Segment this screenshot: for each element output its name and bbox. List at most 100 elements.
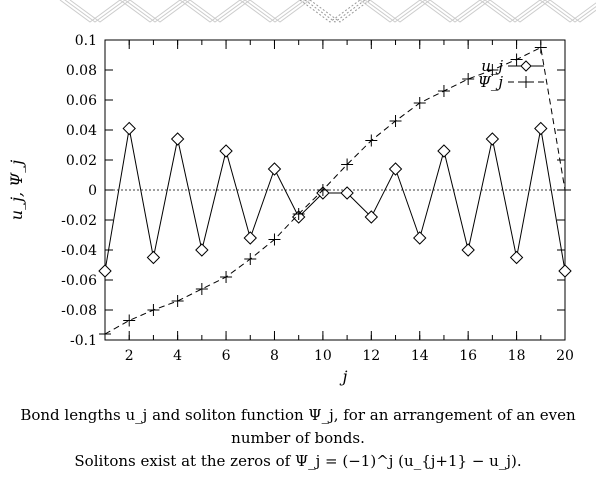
x-tick-label: 10 (314, 348, 332, 364)
data-point-diamond (267, 162, 282, 176)
header-zigzag-border (59, 0, 596, 23)
data-point-diamond (364, 210, 379, 224)
data-point-plus (292, 208, 305, 220)
x-tick-label: 16 (459, 348, 477, 364)
zigzag-stroke (424, 0, 486, 23)
y-tick-label: 0.1 (75, 33, 97, 49)
x-tick-label: 12 (362, 348, 380, 364)
zigzag-stroke (59, 0, 121, 23)
data-point-diamond (146, 250, 161, 265)
zigzag-stroke (479, 0, 541, 23)
y-tick-label: -0.1 (70, 333, 97, 349)
zigzag-stroke (304, 0, 366, 23)
figure-caption: Bond lengths u_j and soliton function Ψ_… (0, 404, 596, 473)
data-point-plus (534, 41, 547, 54)
y-tick-label: -0.06 (61, 273, 97, 289)
zigzag-stroke (539, 0, 596, 23)
x-tick-label: 18 (508, 348, 526, 364)
plot-area: -0.1 -0.08 -0.06 -0.04 -0.02 0 0.02 0.04 0.06 0.0… (7, 33, 574, 386)
zigzag-stroke (64, 0, 126, 23)
zigzag-stroke (129, 0, 191, 23)
data-point-diamond (122, 121, 136, 136)
data-point-plus (462, 73, 475, 85)
y-tick-label: 0.04 (66, 123, 97, 139)
data-point-plus (220, 271, 233, 283)
data-point-plus (341, 158, 354, 171)
zigzag-stroke (249, 0, 311, 23)
x-tick-label: 4 (173, 348, 182, 364)
series-line (104, 128, 566, 272)
data-point-plus (559, 184, 571, 196)
data-point-diamond (243, 231, 257, 245)
data-point-diamond (98, 264, 112, 278)
zigzag-stroke (429, 0, 491, 23)
legend: u_jΨ_j (478, 57, 544, 91)
y-tick-label: -0.02 (61, 213, 97, 229)
x-tick-label: 2 (125, 348, 134, 364)
y-tick-label: -0.08 (61, 303, 97, 319)
data-point-diamond (461, 243, 475, 257)
zigzag-stroke (244, 0, 306, 23)
caption-line-2: Solitons exist at the zeros of Ψ_j = (−1… (74, 452, 522, 470)
zigzag-stroke (179, 0, 241, 23)
data-point-diamond (534, 121, 548, 136)
data-point-plus (268, 233, 281, 246)
y-tick-label: 0.08 (66, 63, 97, 79)
zigzag-stroke (69, 0, 131, 23)
data-point-plus (99, 328, 111, 340)
data-point-diamond (485, 132, 500, 146)
zigzag-stroke (359, 0, 421, 23)
data-point-diamond (520, 60, 532, 72)
zigzag-stroke (119, 0, 181, 23)
soliton-chart: -0.1 -0.08 -0.06 -0.04 -0.02 0 0.02 0.04 0.06 0.0… (7, 0, 596, 386)
zigzag-stroke (124, 0, 186, 23)
y-tick-label: 0 (88, 183, 97, 199)
series-psi (99, 41, 571, 340)
data-point-plus (147, 304, 160, 316)
data-point-diamond (413, 231, 427, 245)
data-point-plus (195, 283, 208, 295)
x-tick-label: 20 (556, 348, 574, 364)
zigzag-stroke (239, 0, 301, 23)
y-tick-label: 0.02 (66, 153, 97, 169)
zigzag-stroke (544, 0, 596, 23)
legend-label: Ψ_j (478, 73, 504, 91)
y-tick-label: -0.04 (61, 243, 97, 259)
zigzag-stroke (189, 0, 251, 23)
data-point-plus (413, 97, 426, 109)
caption-line-1: Bond lengths u_j and soliton function Ψ_… (20, 406, 576, 447)
data-point-diamond (437, 144, 451, 158)
series-u (98, 121, 572, 278)
zigzag-stroke (549, 0, 596, 23)
data-point-plus (365, 134, 378, 147)
data-point-diamond (509, 250, 524, 265)
data-point-diamond (388, 162, 403, 176)
data-point-diamond (195, 243, 209, 257)
data-point-diamond (558, 264, 572, 278)
y-tick-label: 0.06 (66, 93, 97, 109)
data-point-plus (171, 295, 184, 307)
zigzag-stroke (484, 0, 546, 23)
zigzag-stroke (419, 0, 481, 23)
zigzag-stroke (309, 0, 371, 23)
x-tick-label: 6 (222, 348, 231, 364)
data-point-plus (486, 64, 499, 76)
data-point-diamond (340, 186, 354, 200)
data-point-plus (244, 253, 257, 265)
data-point-plus (123, 314, 136, 327)
zigzag-stroke (364, 0, 426, 23)
zigzag-stroke (369, 0, 431, 23)
zigzag-stroke (184, 0, 246, 23)
data-point-diamond (170, 132, 185, 146)
x-tick-label: 8 (270, 348, 279, 364)
x-axis-label: j (340, 367, 348, 386)
data-point-plus (316, 184, 329, 196)
data-point-plus (389, 115, 402, 127)
data-point-plus (510, 53, 523, 66)
data-point-diamond (219, 144, 233, 158)
legend-label: u_j (481, 57, 503, 75)
series-line (104, 46, 566, 335)
data-point-plus (437, 85, 450, 97)
zigzag-stroke (489, 0, 551, 23)
zigzag-stroke (299, 0, 361, 23)
